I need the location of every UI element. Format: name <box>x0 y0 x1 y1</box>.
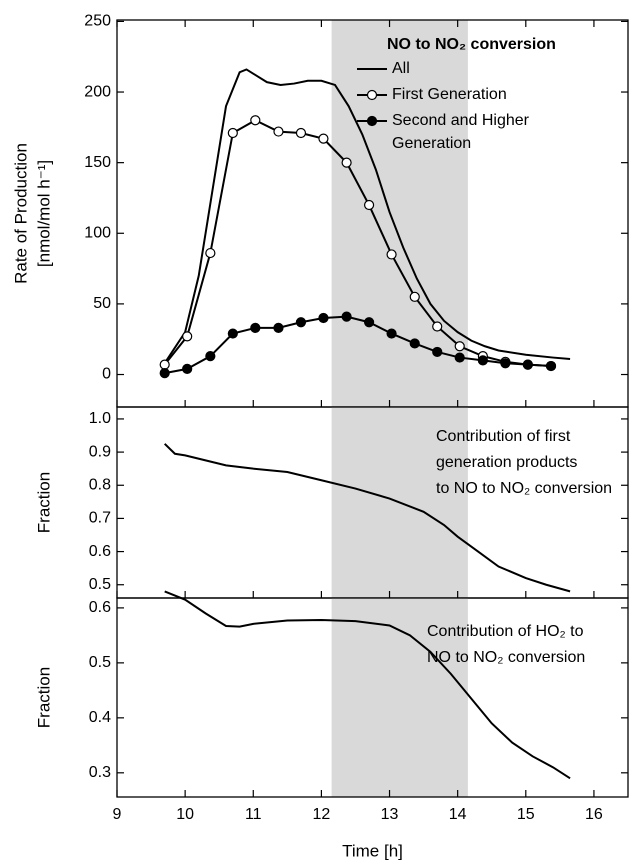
marker <box>409 291 420 302</box>
marker <box>205 351 216 362</box>
y-tick-label: 0.3 <box>89 764 111 781</box>
marker <box>454 352 465 363</box>
y-axis-label: Fraction <box>34 472 53 533</box>
y-tick-label: 200 <box>84 83 111 100</box>
y-axis-label: Rate of Production <box>11 143 30 284</box>
legend-marker <box>366 89 378 101</box>
panel: 0.5 0.6 0.7 0.8 0.9 1.0 Fraction Contribution o… <box>34 406 629 599</box>
legend-label: First Generation <box>392 86 507 103</box>
marker <box>205 247 216 259</box>
x-tick-label: 15 <box>517 806 535 823</box>
marker <box>227 328 238 339</box>
marker <box>341 311 352 322</box>
y-tick-label: 0 <box>102 366 111 383</box>
marker <box>500 358 511 369</box>
x-tick-label: 12 <box>313 806 331 823</box>
annotation: generation products <box>436 454 577 471</box>
y-tick-label: 0.6 <box>89 599 111 616</box>
marker <box>182 363 193 374</box>
marker <box>409 338 420 349</box>
legend-label: Second and Higher Generation <box>392 112 530 152</box>
series-line <box>163 443 571 593</box>
annotation: NO to NO₂ conversion <box>427 649 585 666</box>
x-tick-label: 9 <box>113 806 122 823</box>
x-tick-label: 14 <box>449 806 467 823</box>
marker <box>250 115 261 126</box>
y-axis-label: [nmol/mol h⁻¹] <box>34 160 53 267</box>
series-line <box>164 590 571 780</box>
y-tick-label: 0.5 <box>89 576 111 593</box>
y-tick-label: 0.7 <box>89 510 111 527</box>
plot-frame <box>116 597 629 798</box>
marker <box>363 199 375 211</box>
marker <box>522 359 533 370</box>
annotation: to NO to NO₂ conversion <box>436 480 612 497</box>
y-tick-label: 0.6 <box>89 543 111 560</box>
marker <box>250 322 261 334</box>
marker <box>545 360 557 372</box>
marker <box>386 328 397 339</box>
x-axis-label: Time [h] <box>342 841 403 860</box>
legend-title: NO to NO₂ conversion <box>387 36 556 53</box>
x-tick-label: 16 <box>585 806 603 823</box>
marker <box>341 157 352 168</box>
x-tick-label: 11 <box>245 806 262 823</box>
panel: 0.3 0.4 0.5 0.6 9 10 11 12 13 14 15 16 Fraction Time … <box>34 590 629 860</box>
legend-marker <box>366 115 378 127</box>
marker <box>363 317 375 328</box>
marker <box>454 341 465 352</box>
marker <box>318 312 329 324</box>
marker <box>432 346 443 358</box>
series-line <box>163 68 571 364</box>
marker <box>273 126 284 137</box>
y-tick-label: 250 <box>84 13 111 30</box>
y-axis-label: Fraction <box>34 667 53 728</box>
shaded-region <box>331 20 468 407</box>
panel: 0 50 100 150 200 250 Rate of Production [nmol/m… <box>11 13 629 408</box>
y-tick-label: 0.4 <box>89 709 111 726</box>
legend-label-line: Generation <box>392 135 471 152</box>
x-tick-label: 10 <box>176 806 194 823</box>
legend-label: All <box>392 60 410 77</box>
marker <box>159 368 170 379</box>
y-tick-label: 0.8 <box>89 476 111 493</box>
y-tick-label: 0.5 <box>89 654 111 671</box>
y-tick-label: 0.9 <box>89 443 111 460</box>
y-tick-label: 150 <box>84 154 111 171</box>
y-tick-label: 50 <box>93 295 111 312</box>
y-tick-label: 100 <box>84 224 111 241</box>
marker <box>318 133 329 144</box>
marker <box>273 322 284 334</box>
marker <box>182 331 193 342</box>
marker <box>477 355 488 366</box>
marker <box>432 321 443 332</box>
marker <box>227 127 238 139</box>
marker <box>295 127 307 139</box>
legend-label-line: Second and Higher <box>392 112 530 129</box>
marker <box>159 359 170 370</box>
marker <box>386 249 397 260</box>
x-tick-label: 13 <box>381 806 399 823</box>
y-tick-label: 1.0 <box>89 410 111 427</box>
annotation: Contribution of first <box>436 428 571 445</box>
annotation: Contribution of HO₂ to <box>427 623 584 640</box>
marker <box>295 317 307 328</box>
